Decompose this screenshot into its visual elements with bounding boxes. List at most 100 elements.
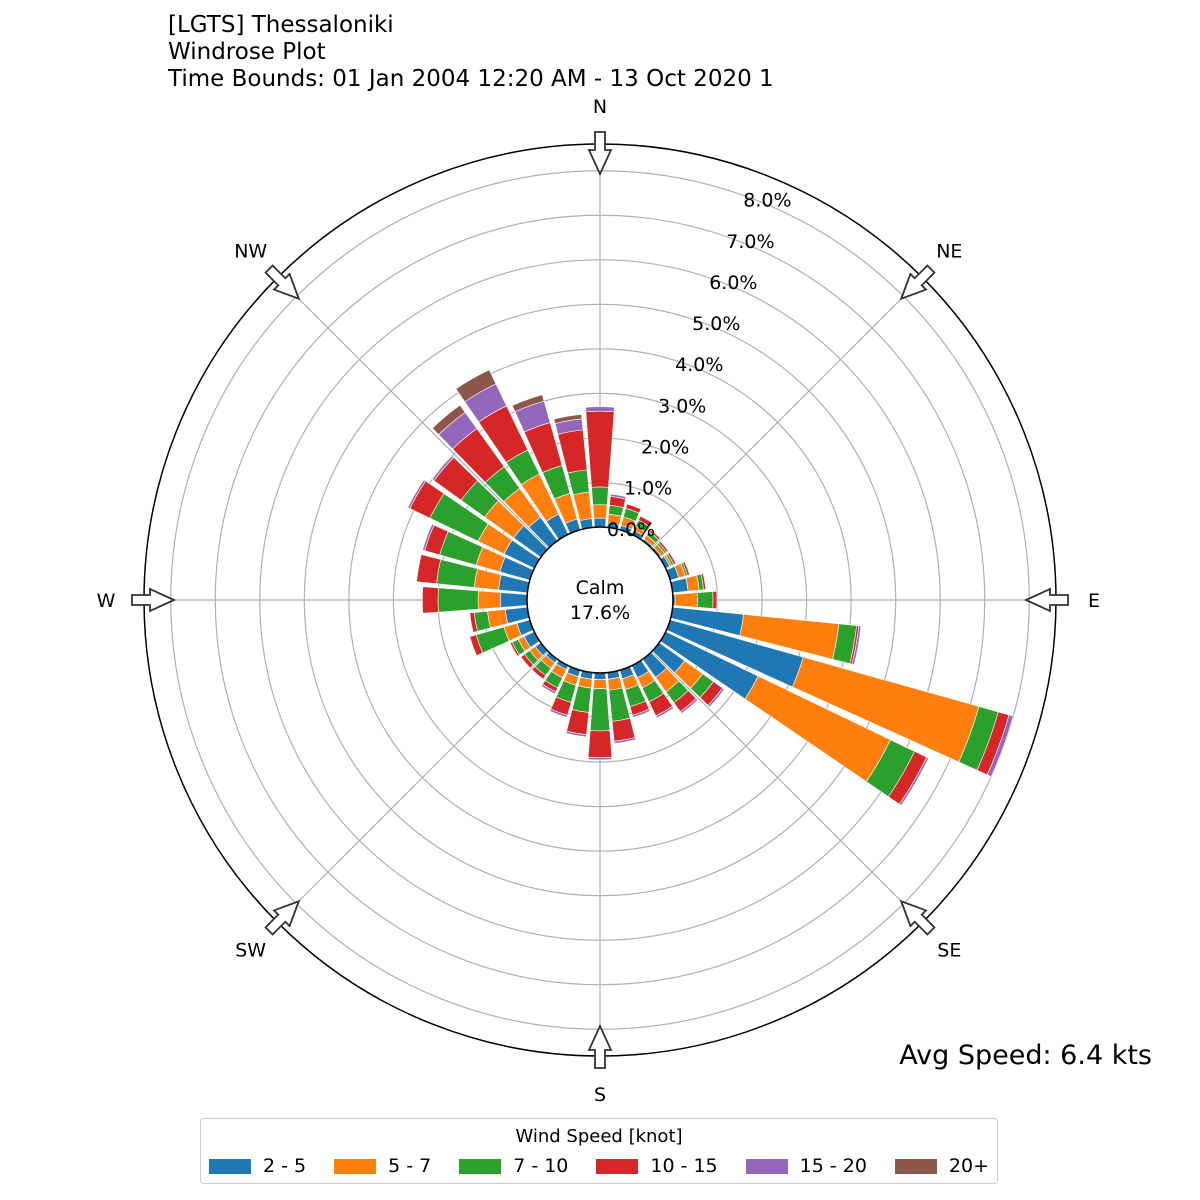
legend-label: 5 - 7 xyxy=(388,1155,432,1177)
radial-tick-label: 4.0% xyxy=(675,354,723,376)
arrow-shape xyxy=(587,131,613,177)
legend-label: 7 - 10 xyxy=(513,1155,569,1177)
title-line-2: Windrose Plot xyxy=(168,39,326,65)
grid-spoke xyxy=(599,599,923,923)
legend-item: 2 - 5 xyxy=(209,1155,306,1177)
bar-segment xyxy=(553,414,583,424)
compass-arrow xyxy=(1023,587,1069,613)
bar-segment xyxy=(431,455,455,482)
bar-segment xyxy=(593,517,607,528)
bar-segment xyxy=(899,756,930,806)
bar-segment xyxy=(682,561,690,576)
compass-arrow xyxy=(899,899,936,936)
bar-segment xyxy=(455,369,497,403)
grid-spoke xyxy=(599,277,923,601)
bar-segment xyxy=(587,730,613,758)
bar-segment xyxy=(469,634,484,657)
arrow-shape xyxy=(899,899,936,936)
bar-segment xyxy=(540,683,557,695)
legend-swatch xyxy=(334,1158,377,1174)
bar-segment xyxy=(670,577,689,594)
chart-title: [LGTS] Thessaloniki Windrose Plot Time B… xyxy=(168,12,818,93)
bar-segment xyxy=(407,479,427,509)
radial-tick-label: 2.0% xyxy=(641,436,689,458)
legend-swatch xyxy=(459,1158,502,1174)
bar-segment xyxy=(986,714,1014,778)
legend-swatch xyxy=(596,1158,639,1174)
bar-segment xyxy=(696,591,714,609)
arrow-shape xyxy=(587,1023,613,1069)
bar-segment xyxy=(520,653,534,669)
compass-arrow xyxy=(264,899,301,936)
bar-segment xyxy=(477,590,501,610)
bar-segment xyxy=(851,625,862,666)
bar-segment xyxy=(712,590,718,610)
calm-value: 17.6% xyxy=(570,602,630,624)
bar-segment xyxy=(610,493,627,500)
bar-segment xyxy=(416,554,442,585)
bar-segment xyxy=(716,590,718,610)
legend-swatch xyxy=(209,1158,251,1174)
radial-tick-label: 0.0% xyxy=(607,519,655,541)
bar-segment xyxy=(431,404,466,436)
legend-item: 10 - 15 xyxy=(596,1155,718,1177)
compass-arrow xyxy=(587,1023,613,1069)
compass-label-nw: NW xyxy=(234,241,267,263)
compass-arrow xyxy=(899,264,936,301)
compass-label-s: S xyxy=(594,1084,606,1106)
legend-item: 20+ xyxy=(894,1155,989,1177)
compass-label-e: E xyxy=(1088,590,1100,612)
bar-segment xyxy=(589,688,611,732)
radial-tick-label: 3.0% xyxy=(658,395,706,417)
bar-segment xyxy=(567,469,590,496)
bar-segment xyxy=(611,717,636,742)
legend-label: 2 - 5 xyxy=(263,1155,307,1177)
compass-label-n: N xyxy=(593,96,607,118)
bar-segment xyxy=(593,672,607,680)
compass-arrow xyxy=(264,264,301,301)
bar-segment xyxy=(648,529,661,541)
legend-swatch xyxy=(745,1158,788,1174)
arrow-shape xyxy=(1023,587,1069,613)
bar-segment xyxy=(511,394,545,413)
bar-segment xyxy=(487,609,509,629)
legend-item: 5 - 7 xyxy=(334,1155,431,1177)
compass-label-se: SE xyxy=(937,939,961,961)
bar-segment xyxy=(638,515,653,528)
legend-label: 20+ xyxy=(948,1155,989,1177)
bar-segment xyxy=(593,679,607,689)
title-line-1: [LGTS] Thessaloniki xyxy=(168,12,394,38)
legend-swatch xyxy=(894,1158,937,1174)
legend-title: Wind Speed [knot] xyxy=(515,1126,683,1147)
bar-segment xyxy=(674,592,698,608)
bar-segment xyxy=(679,698,699,714)
bar-segment xyxy=(473,568,502,591)
bar-segment xyxy=(707,687,725,708)
arrow-shape xyxy=(264,264,301,301)
bar-segment xyxy=(509,641,520,657)
bar-segment xyxy=(422,523,435,552)
compass-arrow xyxy=(587,131,613,177)
legend-label: 10 - 15 xyxy=(650,1155,718,1177)
avg-speed-label: Avg Speed: 6.4 kts xyxy=(899,1040,1152,1071)
radial-tick-label: 5.0% xyxy=(692,313,740,335)
compass-arrow xyxy=(131,587,177,613)
bar-segment xyxy=(499,592,528,608)
radial-tick-label: 7.0% xyxy=(726,231,774,253)
bar-segment xyxy=(632,708,651,718)
radial-tick-label: 6.0% xyxy=(709,272,757,294)
calm-circle xyxy=(526,526,674,674)
legend-items: 2 - 5 5 - 7 7 - 10 10 - 15 15 - 20 20+ xyxy=(209,1155,989,1177)
bar-segment xyxy=(613,737,636,744)
compass-label-ne: NE xyxy=(936,241,962,263)
legend-label: 15 - 20 xyxy=(799,1155,867,1177)
bar-segment xyxy=(625,503,642,514)
compass-label-w: W xyxy=(97,590,116,612)
arrow-shape xyxy=(264,899,301,936)
bar-segment xyxy=(658,540,669,553)
radial-tick-label: 1.0% xyxy=(624,478,672,500)
bar-segment xyxy=(667,552,677,565)
legend: Wind Speed [knot] 2 - 5 5 - 7 7 - 10 10 - 1… xyxy=(200,1118,998,1184)
arrow-shape xyxy=(899,264,936,301)
